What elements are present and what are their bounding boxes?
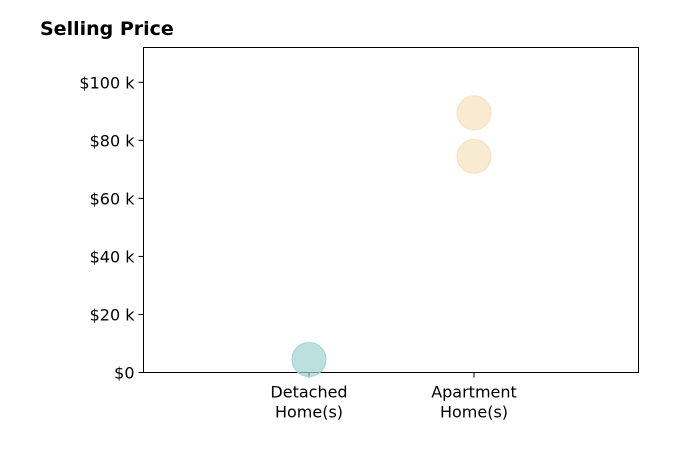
- x-tick-label-line: Apartment: [431, 383, 517, 402]
- y-tick-label: $40 k: [90, 247, 136, 266]
- data-point: [291, 341, 327, 377]
- data-point: [456, 138, 492, 174]
- x-tick-label-line: Home(s): [440, 403, 508, 422]
- plot-frame: [143, 47, 639, 373]
- y-tick-label: $0: [114, 364, 134, 383]
- y-tick-label: $100 k: [79, 73, 135, 92]
- y-tick-label: $80 k: [90, 131, 136, 150]
- x-tick-label-line: Detached: [270, 383, 347, 402]
- x-tick-label-line: Home(s): [275, 403, 343, 422]
- data-point: [456, 95, 492, 131]
- x-tick-label: Apartment Home(s): [431, 383, 517, 422]
- chart-title: Selling Price: [40, 18, 174, 40]
- x-tick-label: Detached Home(s): [270, 383, 347, 422]
- data-points: [291, 95, 492, 377]
- y-tick-label: $20 k: [90, 305, 136, 324]
- y-tick-label: $60 k: [90, 189, 136, 208]
- y-axis: $0 $20 k $40 k $60 k $80 k $100 k: [79, 73, 144, 383]
- x-axis: Detached Home(s)Apartment Home(s): [270, 372, 517, 422]
